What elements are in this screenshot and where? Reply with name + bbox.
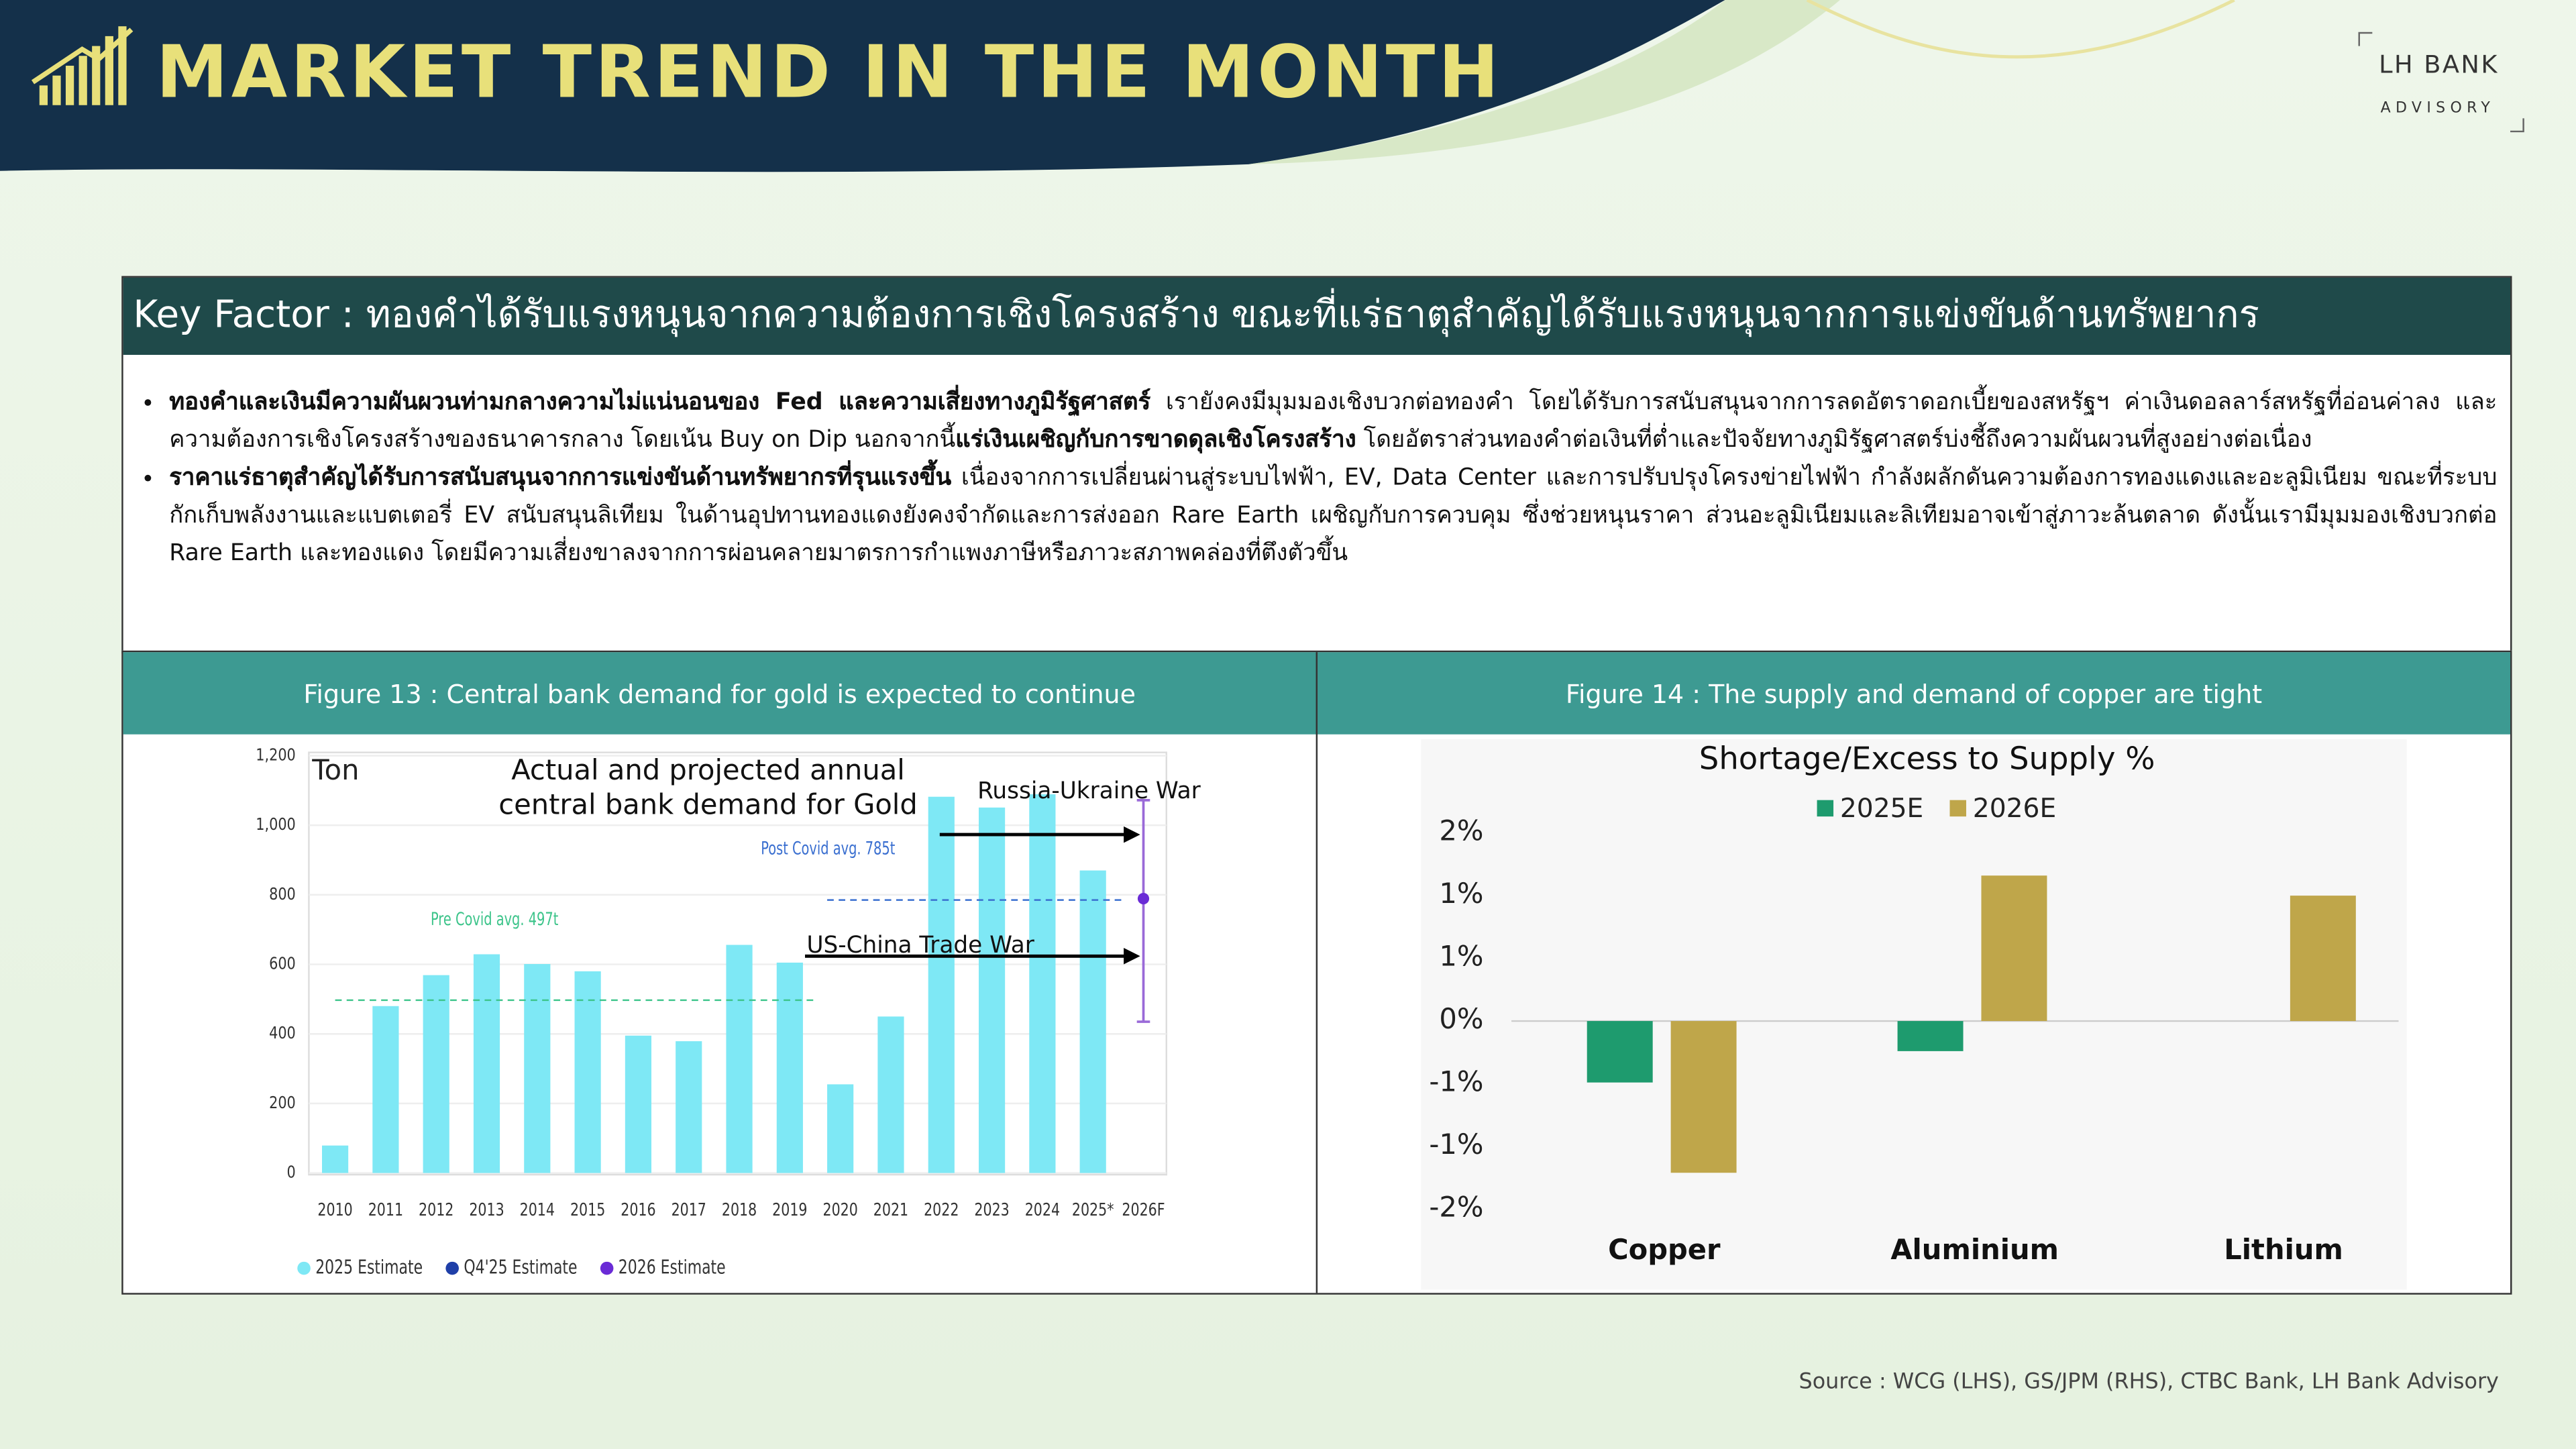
average-label: Pre Covid avg. 497t bbox=[431, 908, 558, 930]
bar bbox=[423, 975, 449, 1173]
legend-label: 2026E bbox=[1973, 794, 2056, 824]
y-tick-label: 200 bbox=[269, 1093, 296, 1112]
legend-marker bbox=[297, 1261, 311, 1275]
legend-marker bbox=[445, 1261, 459, 1275]
legend-label: Q4'25 Estimate bbox=[464, 1256, 577, 1278]
legend-label: 2026 Estimate bbox=[619, 1256, 726, 1278]
bar bbox=[574, 971, 601, 1173]
bar bbox=[473, 954, 500, 1173]
x-tick-label: 2021 bbox=[873, 1200, 908, 1220]
source: Source : WCG (LHS), GS/JPM (RHS), CTBC B… bbox=[1799, 1370, 2499, 1395]
bullet: ทองคำและเงินมีความผันผวนท่ามกลางความไม่แ… bbox=[169, 384, 2497, 460]
brand: LH BANK bbox=[2379, 50, 2499, 78]
x-tick-label: 2018 bbox=[722, 1200, 757, 1220]
y-tick-label: 800 bbox=[269, 885, 296, 904]
y-tick-label: -2% bbox=[1429, 1190, 1483, 1223]
bar bbox=[372, 1006, 399, 1173]
bold-text: ทองคำและเงินมีความผันผวนท่ามกลางความไม่แ… bbox=[169, 389, 1151, 416]
x-tick-label: 2023 bbox=[974, 1200, 1009, 1220]
x-tick-label: 2024 bbox=[1025, 1200, 1060, 1220]
annotation: Russia-Ukraine War bbox=[977, 777, 1201, 804]
y-axis-label: Ton bbox=[311, 753, 359, 786]
x-tick-label: 2011 bbox=[368, 1200, 403, 1220]
bullet-list: ทองคำและเงินมีความผันผวนท่ามกลางความไม่แ… bbox=[123, 384, 2510, 574]
text: เนื่องจากการเปลี่ยนผ่านสู่ระบบไฟฟ้า, EV,… bbox=[169, 465, 2498, 567]
slide-title: MARKET TREND IN THE MONTH bbox=[156, 30, 1503, 114]
bar bbox=[676, 1041, 702, 1173]
bar bbox=[877, 1016, 904, 1173]
arrow-head bbox=[1124, 948, 1140, 965]
bar bbox=[726, 945, 753, 1173]
x-tick-label: 2013 bbox=[469, 1200, 504, 1220]
x-tick-label: 2012 bbox=[419, 1200, 453, 1220]
y-tick-label: 600 bbox=[269, 955, 296, 973]
y-tick-label: 400 bbox=[269, 1024, 296, 1043]
y-tick-label: 2% bbox=[1439, 814, 1483, 847]
bar bbox=[1981, 875, 2047, 1022]
divider bbox=[1316, 652, 1318, 1293]
bar bbox=[776, 962, 803, 1173]
brand-sub: ADVISORY bbox=[2381, 100, 2496, 117]
x-tick-label: Aluminium bbox=[1890, 1233, 2059, 1266]
x-tick-label: Copper bbox=[1608, 1233, 1721, 1266]
y-tick-label: 0 bbox=[287, 1163, 296, 1182]
x-tick-label: 2020 bbox=[822, 1200, 857, 1220]
legend-marker bbox=[1949, 800, 1966, 817]
legend-marker bbox=[1817, 800, 1834, 817]
figure-title: Figure 14 : The supply and demand of cop… bbox=[1318, 652, 2511, 735]
bold-text: ราคาแร่ธาตุสำคัญได้รับการสนับสนุนจากการแ… bbox=[169, 465, 952, 492]
chart-title: Shortage/Excess to Supply % bbox=[1699, 740, 2155, 776]
y-tick-label: -1% bbox=[1429, 1128, 1483, 1161]
bar bbox=[1670, 1021, 1737, 1173]
annotation: US-China Trade War bbox=[806, 932, 1034, 959]
key-factor-title: Key Factor : ทองคำได้รับแรงหนุนจากความต้… bbox=[123, 277, 2511, 355]
bar bbox=[1079, 870, 1106, 1173]
y-tick-label: 1,000 bbox=[256, 816, 296, 835]
text: โดยอัตราส่วนทองคำต่อเงินที่ต่ำและปัจจัยท… bbox=[1356, 427, 2312, 453]
bar bbox=[1897, 1021, 1964, 1051]
chart-panel bbox=[1421, 739, 2407, 1290]
average-label: Post Covid avg. 785t bbox=[761, 837, 895, 859]
x-tick-label: Lithium bbox=[2224, 1233, 2343, 1266]
x-tick-label: 2015 bbox=[570, 1200, 605, 1220]
bar bbox=[978, 807, 1006, 1173]
bold-text: แร่เงินเผชิญกับการขาดดุลเชิงโครงสร้าง bbox=[955, 427, 1356, 453]
bullet: ราคาแร่ธาตุสำคัญได้รับการสนับสนุนจากการแ… bbox=[169, 460, 2497, 574]
bar bbox=[1029, 794, 1056, 1173]
bar bbox=[625, 1035, 652, 1173]
header-band: MARKET TREND IN THE MONTH LH BANK ADVISO… bbox=[0, 0, 2524, 172]
x-tick-label: 2016 bbox=[621, 1200, 655, 1220]
y-tick-label: 1% bbox=[1439, 877, 1483, 910]
bar bbox=[827, 1084, 854, 1173]
x-tick-label: 2025* bbox=[1072, 1200, 1114, 1220]
x-tick-label: 2017 bbox=[672, 1200, 706, 1220]
arrow-head bbox=[1124, 826, 1140, 843]
chart-title: Actual and projected annual central bank … bbox=[498, 753, 918, 820]
estimate-dot bbox=[1137, 893, 1150, 905]
figure-title: Figure 13 : Central bank demand for gold… bbox=[123, 652, 1318, 735]
y-tick-label: 1,200 bbox=[256, 746, 296, 765]
x-tick-label: 2026F bbox=[1122, 1200, 1165, 1220]
text: เรายังคงมีมุมมองเชิงบวกต่อทองคำ โดยได้รั… bbox=[169, 389, 2498, 453]
legend-marker bbox=[600, 1261, 614, 1275]
x-tick-label: 2022 bbox=[924, 1200, 959, 1220]
legend-label: 2025 Estimate bbox=[315, 1256, 423, 1278]
bar bbox=[928, 796, 955, 1173]
y-tick-label: 1% bbox=[1439, 940, 1483, 973]
bar bbox=[1587, 1021, 1653, 1083]
x-tick-label: 2010 bbox=[317, 1200, 352, 1220]
bar bbox=[322, 1145, 349, 1173]
bar bbox=[2290, 896, 2356, 1022]
y-tick-label: -1% bbox=[1429, 1065, 1483, 1098]
key-factor-box: Key Factor : ทองคำได้รับแรงหนุนจากความต้… bbox=[121, 276, 2512, 654]
legend-label: 2025E bbox=[1840, 794, 1923, 824]
x-tick-label: 2019 bbox=[772, 1200, 807, 1220]
bar bbox=[524, 964, 551, 1173]
x-tick-label: 2014 bbox=[520, 1200, 555, 1220]
y-tick-label: 0% bbox=[1439, 1002, 1483, 1035]
